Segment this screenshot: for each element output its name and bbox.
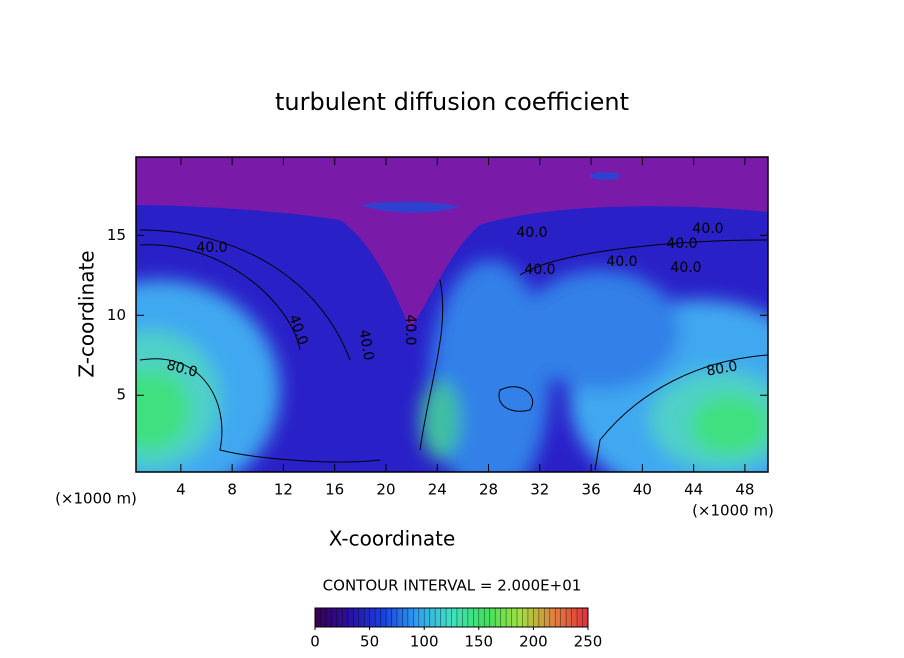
contour-interval: CONTOUR INTERVAL = 2.000E+01 (323, 577, 582, 595)
colorbar-tick-label: 0 (310, 633, 320, 651)
colorbar-tick-label: 100 (410, 633, 439, 651)
colorbar-tick-label: 50 (360, 633, 379, 651)
contour-label: 40.0 (666, 236, 697, 252)
x-tick-label: 20 (376, 481, 395, 499)
contour-label: 40.0 (516, 225, 547, 241)
y-tick-label: 5 (116, 386, 126, 404)
x-tick-label: 28 (479, 481, 498, 499)
colorbar-tick-label: 150 (464, 633, 493, 651)
contour-field (136, 157, 768, 472)
x-tick-label: 44 (684, 481, 703, 499)
y-tick-label: 10 (107, 306, 126, 324)
y-tick-label: 15 (107, 226, 126, 244)
chart-title: turbulent diffusion coefficient (275, 88, 629, 116)
x-tick-label: 24 (428, 481, 447, 499)
contour-label: 40.0 (196, 240, 227, 256)
contour-label: 40.0 (355, 328, 376, 361)
x-tick-label: 16 (325, 481, 344, 499)
colorbar-tick-label: 200 (519, 633, 548, 651)
y-axis-label: Z-coordinate (75, 250, 99, 377)
contour-label: 40.0 (402, 314, 418, 345)
x-axis-label: X-coordinate (329, 527, 456, 551)
contour-label: 40.0 (524, 262, 555, 278)
x-tick-label: 12 (274, 481, 293, 499)
x-unit-label: (×1000 m) (692, 502, 774, 520)
x-unit-label: (×1000 m) (55, 490, 137, 508)
contour-label: 40.0 (692, 221, 723, 237)
x-tick-label: 8 (227, 481, 237, 499)
x-tick-label: 40 (633, 481, 652, 499)
colorbar-tick-label: 250 (574, 633, 603, 651)
x-tick-label: 4 (176, 481, 186, 499)
x-tick-label: 48 (735, 481, 754, 499)
plot-frame (135, 156, 769, 473)
x-tick-label: 32 (530, 481, 549, 499)
contour-label: 80.0 (705, 358, 738, 379)
x-tick-label: 36 (582, 481, 601, 499)
contour-label: 40.0 (670, 260, 701, 276)
contour-label: 40.0 (606, 254, 637, 270)
contour-label: 80.0 (165, 357, 199, 381)
